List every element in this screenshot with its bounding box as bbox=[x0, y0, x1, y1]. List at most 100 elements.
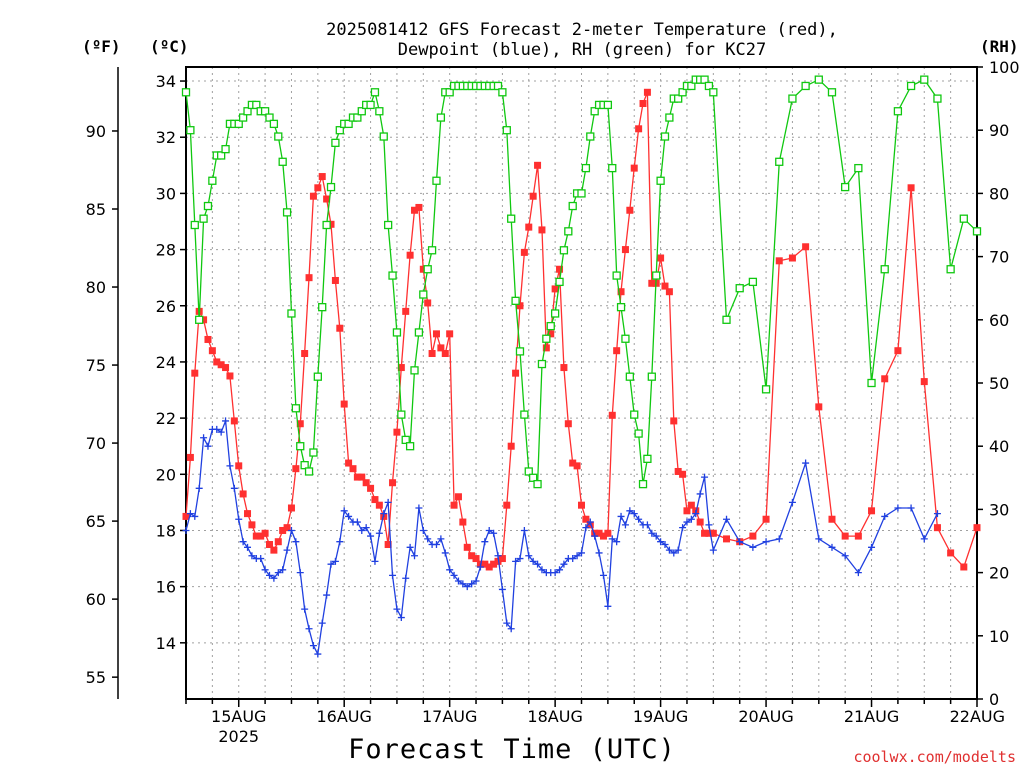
rh-point bbox=[269, 119, 279, 129]
dewpoint-point bbox=[881, 512, 889, 520]
rh-point bbox=[933, 94, 942, 103]
temperature-point bbox=[674, 467, 682, 475]
temperature-point bbox=[604, 529, 612, 537]
dewpoint-point bbox=[775, 535, 783, 543]
rh-point bbox=[735, 284, 744, 293]
dewpoint-point bbox=[323, 591, 331, 599]
temperature-point bbox=[222, 364, 230, 372]
dewpoint-point bbox=[608, 535, 616, 543]
temperature-point bbox=[569, 459, 577, 467]
rh-tick-label: 100 bbox=[989, 58, 1020, 77]
dewpoint-point bbox=[318, 619, 326, 627]
rh-point bbox=[612, 271, 621, 280]
rh-point bbox=[533, 479, 542, 489]
temperature-point bbox=[270, 546, 278, 554]
temperature-point bbox=[454, 493, 462, 501]
temperature-point bbox=[200, 316, 208, 324]
celsius-tick-label: 14 bbox=[156, 634, 176, 653]
dewpoint-point bbox=[265, 571, 273, 579]
dewpoint-point bbox=[195, 484, 203, 492]
temperature-point bbox=[687, 501, 695, 509]
dewpoint-point bbox=[512, 557, 520, 565]
dewpoint-point bbox=[516, 555, 524, 563]
temperature-point bbox=[485, 563, 493, 571]
dewpoint-point bbox=[815, 535, 823, 543]
x-axis-label: Forecast Time (UTC) bbox=[348, 734, 676, 765]
rh-point bbox=[515, 347, 525, 356]
temperature-point bbox=[881, 375, 889, 383]
dewpoint-point bbox=[802, 459, 810, 467]
rh-point bbox=[445, 88, 454, 97]
rh-point bbox=[643, 454, 652, 463]
dewpoint-point bbox=[367, 532, 375, 540]
fahrenheit-tick-label: 90 bbox=[86, 122, 106, 141]
temperature-point bbox=[358, 473, 366, 481]
temperature-point bbox=[375, 501, 383, 509]
rh-point bbox=[353, 113, 362, 122]
celsius-tick-label: 34 bbox=[156, 72, 176, 91]
credit-link[interactable]: coolwx.com/modelts bbox=[853, 748, 1016, 766]
temperature-point bbox=[490, 560, 498, 568]
rh-point bbox=[542, 334, 551, 343]
temperature-point bbox=[973, 524, 981, 532]
temperature-point bbox=[705, 529, 713, 537]
dewpoint-point bbox=[920, 535, 928, 543]
dewpoint-point bbox=[248, 552, 256, 560]
rh-point bbox=[335, 126, 344, 135]
rh-point bbox=[616, 303, 626, 312]
temperature-point bbox=[226, 372, 234, 380]
rh-point bbox=[709, 88, 718, 97]
temperature-point bbox=[542, 344, 550, 352]
rh-point bbox=[555, 277, 564, 287]
rh-point bbox=[630, 410, 639, 419]
dewpoint-point bbox=[375, 529, 383, 537]
rh-point bbox=[775, 157, 784, 166]
temperature-point bbox=[331, 276, 339, 284]
dewpoint-point bbox=[419, 526, 427, 534]
fahrenheit-tick-label: 80 bbox=[86, 278, 106, 297]
dewpoint-point bbox=[235, 515, 243, 523]
dewpoint-point bbox=[551, 569, 559, 577]
dewpoint-point bbox=[222, 417, 230, 425]
temperature-point bbox=[657, 254, 665, 262]
temperature-point bbox=[564, 420, 572, 428]
temperature-point bbox=[525, 223, 533, 231]
dewpoint-point bbox=[692, 510, 700, 518]
x-tick-label: 17AUG bbox=[422, 707, 477, 726]
rh-point bbox=[841, 182, 850, 192]
x-tick-label: 15AUG bbox=[211, 707, 266, 726]
rh-point bbox=[867, 378, 876, 388]
rh-point bbox=[181, 88, 191, 97]
temperature-point bbox=[556, 265, 564, 273]
axes: 14 16 18 20 22 24 26 28 30 32 34 55 60 65 70 75 80 85 90 0 1… bbox=[86, 58, 1020, 746]
series-2 bbox=[181, 75, 982, 489]
fahrenheit-tick-label: 85 bbox=[86, 200, 106, 219]
dewpoint-point bbox=[613, 538, 621, 546]
rh-tick-label: 80 bbox=[989, 184, 1009, 203]
rh-point bbox=[625, 372, 634, 381]
rh-tick-label: 20 bbox=[989, 564, 1009, 583]
rh-point bbox=[238, 113, 248, 122]
temperature-point bbox=[204, 335, 212, 343]
temperature-point bbox=[437, 344, 445, 352]
temperature-point bbox=[468, 552, 476, 560]
temperature-point bbox=[292, 465, 300, 473]
temperature-point bbox=[384, 541, 392, 549]
temperature-point bbox=[762, 515, 770, 523]
rh-point bbox=[959, 214, 968, 223]
rh-point bbox=[581, 163, 591, 173]
temperature-point bbox=[661, 282, 669, 290]
rh-point bbox=[546, 321, 555, 331]
dewpoint-point bbox=[213, 425, 221, 433]
temperature-point bbox=[854, 532, 862, 540]
dewpoint-point bbox=[283, 546, 291, 554]
temperature-point bbox=[573, 462, 581, 470]
temperature-point bbox=[648, 279, 656, 287]
rh-point bbox=[498, 88, 507, 97]
temperature-point bbox=[815, 403, 823, 411]
temperature-point bbox=[340, 400, 348, 408]
rh-point bbox=[801, 81, 810, 91]
dewpoint-point bbox=[204, 442, 212, 450]
temperature-point bbox=[749, 532, 757, 540]
temperature-point bbox=[406, 251, 414, 259]
